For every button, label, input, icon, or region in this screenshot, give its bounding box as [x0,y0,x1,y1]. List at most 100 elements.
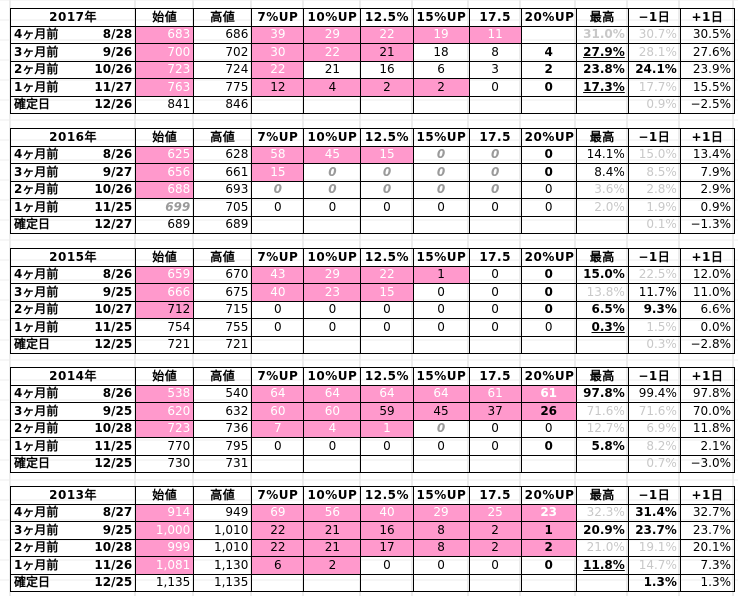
table-cell[interactable]: 0.7% [627,454,681,473]
table-cell[interactable]: 43 [251,265,305,284]
table-cell[interactable]: 705 [193,198,253,217]
table-cell[interactable]: 2 [520,60,577,79]
table-cell[interactable]: 670 [193,265,253,284]
table-cell[interactable]: 4 [303,419,362,438]
table-cell[interactable]: 999 [135,538,195,557]
column-header[interactable]: 20%UP [520,8,577,27]
table-cell[interactable]: 0 [520,145,577,164]
table-cell[interactable]: 0 [303,300,362,319]
table-cell[interactable]: 715 [193,300,253,319]
table-cell[interactable]: 22 [251,60,305,79]
table-cell[interactable]: 538 [135,384,195,403]
column-header[interactable]: 15%UP [412,367,470,386]
table-cell[interactable]: 689 [193,215,253,234]
column-header[interactable]: 高値 [193,486,253,505]
column-header[interactable]: 15%UP [412,248,470,267]
table-cell[interactable]: 0 [412,300,470,319]
column-header[interactable]: 高値 [193,8,253,27]
table-cell[interactable] [360,215,414,234]
table-cell[interactable] [412,573,470,592]
table-cell[interactable]: 721 [193,335,253,354]
table-cell[interactable]: 22 [303,43,362,62]
table-cell[interactable]: 0 [468,437,522,456]
table-cell[interactable]: 0 [360,180,414,199]
table-cell[interactable]: 5.8% [575,437,629,456]
table-cell[interactable]: −2.8% [679,335,736,354]
table-cell[interactable]: 0 [251,437,305,456]
column-header[interactable]: 20%UP [520,248,577,267]
table-cell[interactable]: 0 [251,318,305,337]
column-header[interactable]: 17.5 [468,128,522,147]
table-cell[interactable]: 0 [468,556,522,575]
table-cell[interactable]: 0 [412,437,470,456]
table-cell[interactable]: 20.1% [679,538,736,557]
table-cell[interactable] [575,454,629,473]
table-cell[interactable]: 0 [468,78,522,97]
table-cell[interactable]: 0 [520,419,577,438]
table-cell[interactable]: 11.7% [627,283,681,302]
column-header[interactable]: 最高 [575,248,629,267]
row-label[interactable]: 1ヶ月前 11/25 [9,198,137,217]
table-cell[interactable] [251,215,305,234]
table-cell[interactable]: 29 [412,503,470,522]
table-cell[interactable]: 19.1% [627,538,681,557]
column-header[interactable]: 始値 [135,128,195,147]
table-cell[interactable]: 540 [193,384,253,403]
table-cell[interactable] [520,454,577,473]
table-cell[interactable]: 8.5% [627,163,681,182]
table-cell[interactable] [468,573,522,592]
column-header[interactable]: +1日 [679,248,736,267]
table-cell[interactable]: 0 [412,556,470,575]
column-header[interactable]: 7%UP [251,128,305,147]
table-cell[interactable]: 770 [135,437,195,456]
table-cell[interactable]: 45 [303,145,362,164]
table-cell[interactable]: 18 [412,43,470,62]
table-cell[interactable]: 0 [360,163,414,182]
row-label[interactable]: 4ヶ月前 8/26 [9,384,137,403]
table-cell[interactable]: 97.8% [679,384,736,403]
row-label[interactable]: 1ヶ月前 11/27 [9,78,137,97]
table-cell[interactable]: 625 [135,145,195,164]
table-cell[interactable]: 21 [303,538,362,557]
table-cell[interactable]: 1,081 [135,556,195,575]
column-header[interactable]: 高値 [193,367,253,386]
table-cell[interactable]: 2 [360,78,414,97]
table-cell[interactable] [303,573,362,592]
table-cell[interactable]: 1.3% [627,573,681,592]
table-cell[interactable] [468,335,522,354]
table-cell[interactable]: 15.0% [627,145,681,164]
column-header[interactable]: 10%UP [303,248,362,267]
row-label[interactable]: 3ヶ月前 9/25 [9,283,137,302]
row-label[interactable]: 1ヶ月前 11/25 [9,437,137,456]
table-cell[interactable]: 15.0% [575,265,629,284]
table-cell[interactable]: 0 [520,437,577,456]
table-cell[interactable]: 60 [303,402,362,421]
row-label[interactable]: 3ヶ月前 9/26 [9,43,137,62]
table-cell[interactable]: 11.8% [679,419,736,438]
table-cell[interactable]: 21 [360,43,414,62]
table-cell[interactable] [575,573,629,592]
table-cell[interactable]: 30.7% [627,25,681,44]
column-header[interactable]: 7%UP [251,486,305,505]
table-cell[interactable]: 1,135 [193,573,253,592]
table-cell[interactable]: 7.3% [679,556,736,575]
table-cell[interactable]: 8 [468,43,522,62]
table-cell[interactable] [468,215,522,234]
table-cell[interactable]: 686 [193,25,253,44]
table-cell[interactable]: 11.8% [575,556,629,575]
table-cell[interactable]: 64 [412,384,470,403]
row-label[interactable]: 3ヶ月前 9/25 [9,402,137,421]
row-label[interactable]: 2ヶ月前 10/26 [9,60,137,79]
table-cell[interactable]: 24.1% [627,60,681,79]
table-cell[interactable] [360,335,414,354]
table-cell[interactable]: 723 [135,419,195,438]
table-cell[interactable]: 8.2% [627,437,681,456]
table-cell[interactable]: 0 [468,265,522,284]
table-cell[interactable]: 59 [360,402,414,421]
column-header[interactable]: 10%UP [303,128,362,147]
table-cell[interactable]: 0 [520,265,577,284]
table-cell[interactable]: 700 [135,43,195,62]
table-cell[interactable]: 2.1% [679,437,736,456]
table-cell[interactable]: 841 [135,95,195,114]
table-cell[interactable]: 99.4% [627,384,681,403]
